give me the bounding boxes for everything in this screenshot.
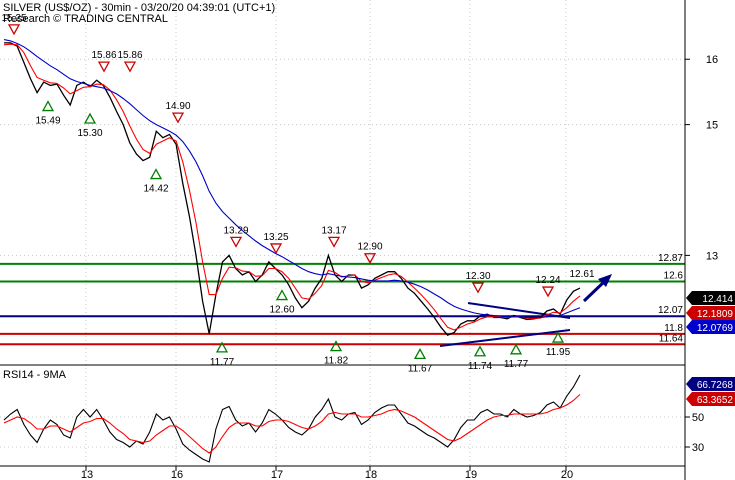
- peak-label: 15.25: [1, 13, 26, 24]
- trough-marker: [413, 348, 427, 360]
- time-tick-label: 20: [561, 469, 573, 480]
- level-label: 12.07: [658, 305, 683, 316]
- trough-label: 11.77: [210, 357, 235, 368]
- trough-marker: [509, 343, 523, 355]
- rsi-value-box-label: 66.7268: [697, 380, 734, 391]
- peak-label: 12.90: [357, 242, 382, 253]
- rsi-line: [3, 374, 581, 463]
- time-tick-label: 16: [171, 469, 183, 480]
- price-value-box: [686, 320, 735, 334]
- rsi-axis: 50 30: [685, 412, 704, 454]
- peak-label: 12.30: [465, 271, 490, 282]
- rsi-value-box: [686, 377, 735, 391]
- peak-label: 13.25: [263, 232, 288, 243]
- price-axis: 16 15 13: [685, 54, 718, 262]
- peak-label: 13.17: [321, 225, 346, 236]
- time-tick-label: 19: [465, 469, 477, 480]
- price-value-box-label: 12.414: [702, 294, 733, 305]
- trough-label: 11.82: [324, 356, 349, 367]
- time-tick-label: 17: [271, 469, 283, 480]
- time-axis: 13 16 17 18 19 20: [81, 466, 573, 480]
- trough-marker: [473, 345, 487, 357]
- peak-marker: [363, 253, 377, 265]
- trough-label: 14.42: [143, 184, 168, 195]
- peak-marker: [229, 236, 243, 248]
- peak-marker: [97, 61, 111, 73]
- peak-label: 13.29: [223, 225, 248, 236]
- trough-marker: [551, 331, 565, 343]
- rsi-tick-label: 50: [692, 412, 704, 424]
- chart-source: Research © TRADING CENTRAL: [3, 13, 168, 25]
- peak-label: 15.86: [117, 50, 142, 61]
- ma_slow-line: [3, 39, 581, 319]
- trough-label: 11.77: [504, 359, 529, 370]
- horizontal-levels: 12.87 12.6 12.07 11.811.64: [0, 253, 685, 346]
- trough-label: 12.60: [269, 305, 294, 316]
- forecast-arrow: [582, 274, 612, 303]
- price-value-box-label: 12.1809: [697, 309, 734, 320]
- rsi-title: RSI14 - 9MA: [3, 369, 67, 381]
- level-label: 12.6: [664, 271, 684, 282]
- time-tick-label: 13: [81, 469, 93, 480]
- rsi-value-box-label: 63.3652: [697, 395, 734, 406]
- markers-group: 15.25 15.49 15.30 15.86 15.86 14.42 14.90 11.77…: [1, 13, 594, 374]
- value-boxes: 12.414 12.1809 12.0769 66.7268 63.3652: [686, 291, 735, 406]
- time-tick-label: 18: [365, 469, 377, 480]
- price-value-box: [686, 306, 735, 320]
- grid: [0, 0, 685, 466]
- chart-title: SILVER (US$/OZ) - 30min - 03/20/20 04:39…: [3, 2, 275, 14]
- level-label: 11.64: [659, 333, 684, 344]
- rsi_ma-line: [3, 394, 581, 454]
- trough-label: 15.49: [35, 116, 60, 127]
- peak-label: 12.24: [535, 275, 560, 286]
- rsi-tick-label: 30: [692, 442, 704, 454]
- level-label: 11.8: [664, 323, 683, 334]
- trough-marker: [275, 289, 289, 301]
- level-label: 12.87: [658, 253, 683, 264]
- price-tick-label: 15: [706, 120, 718, 132]
- peak-label: 15.86: [91, 50, 116, 61]
- trough-marker: [83, 112, 97, 124]
- price-value-box-label: 12.0769: [697, 323, 734, 334]
- peak-marker: [471, 282, 485, 294]
- peak-marker: [171, 112, 185, 124]
- peak-marker: [269, 243, 283, 255]
- level-note: 12.61: [569, 269, 594, 280]
- trough-label: 11.74: [468, 361, 493, 372]
- peak-marker: [541, 286, 555, 298]
- trough-marker: [41, 100, 55, 112]
- peak-label: 14.90: [165, 101, 190, 112]
- series-group: [3, 39, 581, 463]
- trough-label: 15.30: [77, 128, 102, 139]
- peak-marker: [327, 236, 341, 248]
- ma_fast-line: [3, 43, 581, 331]
- trough-marker: [215, 341, 229, 353]
- rsi-value-box: [686, 392, 735, 406]
- triangle-lower-line: [439, 329, 571, 347]
- trough-marker: [149, 168, 163, 180]
- price-tick-label: 16: [706, 54, 718, 66]
- trough-label: 11.67: [408, 363, 433, 374]
- peak-marker: [7, 24, 21, 36]
- trough-label: 11.95: [546, 347, 571, 358]
- peak-marker: [123, 61, 137, 73]
- price-tick-label: 13: [706, 250, 718, 262]
- price-value-box: [686, 291, 735, 305]
- trough-marker: [329, 340, 343, 352]
